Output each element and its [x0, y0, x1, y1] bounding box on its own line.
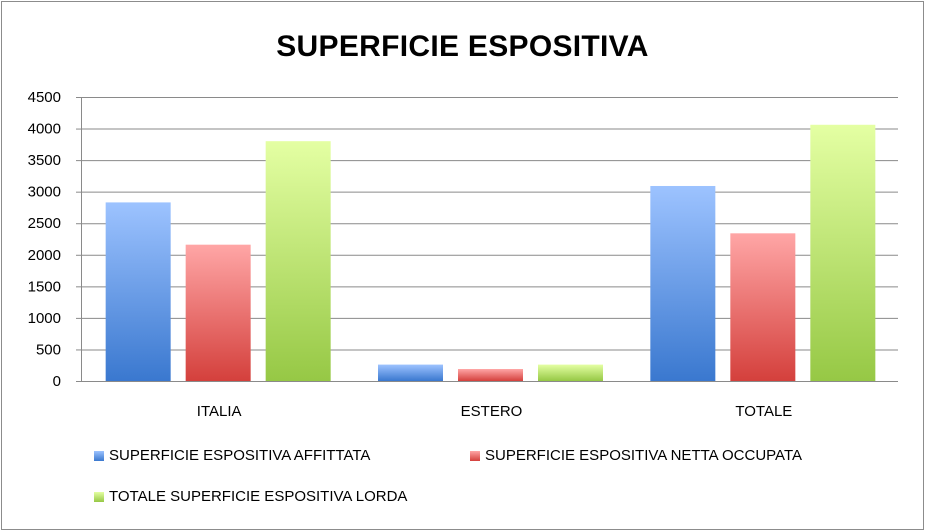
x-tick-label: TOTALE	[735, 403, 792, 420]
legend-label-affittata: SUPERFICIE ESPOSITIVA AFFITTATA	[109, 447, 371, 464]
bar-estero-series-3	[538, 364, 603, 381]
y-tick-label: 4500	[28, 89, 61, 106]
y-tick-label: 1000	[28, 310, 61, 327]
chart-title: SUPERFICIE ESPOSITIVA	[276, 30, 649, 63]
y-tick-label: 2000	[28, 247, 61, 264]
legend-swatch-netta-occupata	[470, 450, 480, 461]
legend-label-netta-occupata: SUPERFICIE ESPOSITIVA NETTA OCCUPATA	[485, 447, 802, 464]
y-tick-label: 1500	[28, 278, 61, 295]
y-tick-label: 3000	[28, 184, 61, 201]
bar-italia-series-1	[105, 202, 171, 381]
legend-swatch-lorda	[94, 491, 104, 502]
bar-italia-series-3	[265, 141, 331, 381]
bar-totale-series-3	[810, 124, 876, 381]
legend-swatch-affittata	[94, 450, 104, 461]
bar-totale-series-2	[730, 233, 796, 381]
y-tick-label: 500	[36, 341, 61, 358]
legend-label-lorda: TOTALE SUPERFICIE ESPOSITIVA LORDA	[109, 488, 408, 505]
bar-totale-series-1	[650, 185, 716, 381]
bar-estero-series-2	[458, 369, 523, 381]
y-tick-label: 3500	[28, 152, 61, 169]
y-tick-label: 4000	[28, 121, 61, 138]
bar-estero-series-1	[378, 364, 443, 381]
legend-item-affittata: SUPERFICIE ESPOSITIVA AFFITTATA	[94, 447, 370, 464]
x-tick-label: ITALIA	[197, 403, 242, 420]
legend-item-netta-occupata: SUPERFICIE ESPOSITIVA NETTA OCCUPATA	[470, 447, 802, 464]
y-tick-label: 0	[53, 373, 61, 390]
y-tick-label: 2500	[28, 215, 61, 232]
x-tick-label: ESTERO	[461, 403, 523, 420]
bar-italia-series-2	[185, 244, 251, 381]
legend-item-lorda: TOTALE SUPERFICIE ESPOSITIVA LORDA	[94, 488, 407, 505]
